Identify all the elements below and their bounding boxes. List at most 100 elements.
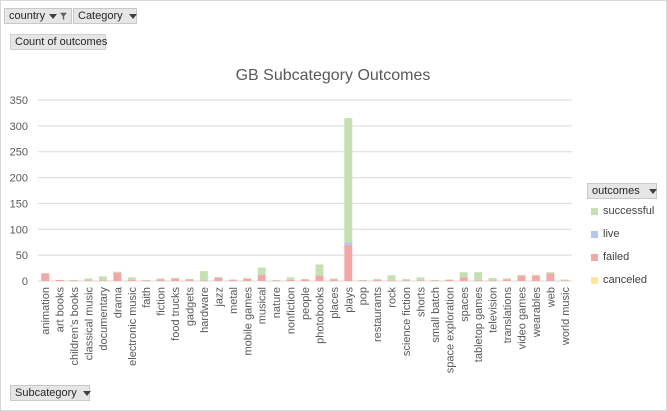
bar-failed[interactable] (214, 277, 223, 281)
bar-successful[interactable] (171, 277, 180, 279)
x-tick-label: metal (228, 287, 240, 314)
bar-failed[interactable] (488, 280, 497, 281)
bar-failed[interactable] (560, 280, 569, 281)
bar-successful[interactable] (459, 272, 468, 278)
bar-failed[interactable] (445, 279, 454, 281)
bar-successful[interactable] (488, 277, 497, 281)
filter-icon (60, 12, 67, 20)
bar-failed[interactable] (257, 274, 266, 281)
bar-failed[interactable] (301, 279, 309, 281)
x-tick-label: restaurants (372, 287, 384, 343)
bar-failed[interactable] (70, 280, 79, 281)
bar-failed[interactable] (84, 280, 93, 281)
x-tick-label: wearables (531, 287, 543, 339)
bar-failed[interactable] (127, 279, 136, 281)
bar-failed[interactable] (546, 273, 555, 281)
bar-failed[interactable] (459, 277, 468, 281)
bar-failed[interactable] (243, 278, 252, 281)
y-tick-label: 0 (22, 276, 28, 288)
bar-successful[interactable] (416, 277, 425, 281)
bar-failed[interactable] (41, 273, 50, 281)
bar-successful[interactable] (84, 278, 93, 281)
bar-failed[interactable] (416, 280, 425, 281)
chevron-down-icon (49, 13, 58, 19)
bar-failed[interactable] (98, 280, 107, 281)
category-filter-button[interactable]: Category (73, 8, 137, 24)
bar-successful[interactable] (70, 279, 79, 281)
y-tick-label: 200 (10, 173, 28, 185)
bar-successful[interactable] (560, 279, 569, 281)
x-tick-label: jazz (213, 287, 225, 308)
bar-successful[interactable] (113, 271, 122, 273)
legend-label: live (603, 228, 620, 240)
chevron-down-icon (82, 390, 91, 396)
bar-failed[interactable] (373, 279, 382, 281)
bar-successful[interactable] (228, 279, 237, 280)
bar-successful[interactable] (474, 272, 483, 281)
bar-failed[interactable] (200, 280, 208, 281)
bar-failed[interactable] (113, 272, 122, 281)
bar-successful[interactable] (531, 274, 540, 276)
outcomes-filter-button[interactable]: outcomes (587, 183, 657, 199)
bar-successful[interactable] (200, 271, 208, 281)
bar-successful[interactable] (344, 118, 353, 243)
bar-successful[interactable] (517, 274, 526, 276)
bar-failed[interactable] (286, 279, 295, 281)
bar-failed[interactable] (344, 244, 353, 281)
bar-successful[interactable] (301, 278, 309, 280)
bar-successful[interactable] (243, 277, 252, 279)
bar-failed[interactable] (272, 280, 281, 281)
bar-failed[interactable] (185, 279, 194, 281)
x-tick-label: pop (358, 287, 370, 305)
bar-successful[interactable] (402, 278, 410, 281)
values-field-button[interactable]: Count of outcomes (10, 34, 108, 50)
bar-successful[interactable] (156, 278, 165, 280)
bar-successful[interactable] (185, 278, 194, 280)
bar-live[interactable] (344, 242, 353, 245)
bar-failed[interactable] (503, 279, 512, 281)
x-tick-label: rock (387, 287, 399, 308)
bar-successful[interactable] (329, 278, 338, 280)
bar-failed[interactable] (171, 278, 180, 281)
bar-successful[interactable] (387, 275, 396, 281)
bar-successful[interactable] (286, 277, 295, 280)
values-field-label: Count of outcomes (15, 36, 108, 48)
bar-failed[interactable] (387, 280, 396, 281)
bar-successful[interactable] (98, 276, 107, 281)
chevron-down-icon (128, 13, 137, 19)
x-tick-label: space exploration (444, 287, 456, 373)
x-tick-label: classical music (84, 287, 96, 361)
bar-failed[interactable] (402, 280, 410, 281)
bar-failed[interactable] (142, 280, 151, 281)
bar-failed[interactable] (517, 275, 526, 281)
legend-item-failed: failed (591, 251, 629, 263)
bar-successful[interactable] (503, 278, 512, 280)
bar-successful[interactable] (315, 264, 324, 276)
bar-failed[interactable] (474, 280, 483, 281)
x-tick-label: nonfiction (286, 287, 298, 334)
bar-successful[interactable] (214, 276, 223, 278)
legend-swatch (591, 230, 598, 238)
bar-successful[interactable] (373, 278, 382, 280)
bar-failed[interactable] (329, 279, 338, 281)
bar-failed[interactable] (228, 279, 237, 281)
x-tick-label: children's books (69, 287, 81, 366)
bar-successful[interactable] (142, 279, 151, 281)
bar-failed[interactable] (315, 275, 324, 281)
x-tick-label: hardware (199, 287, 211, 333)
bar-failed[interactable] (358, 280, 367, 281)
bar-failed[interactable] (156, 279, 165, 281)
bar-successful[interactable] (546, 272, 555, 274)
bar-successful[interactable] (445, 279, 454, 280)
bar-failed[interactable] (531, 275, 540, 281)
bar-successful[interactable] (127, 277, 136, 280)
bar-successful[interactable] (358, 279, 367, 281)
bar-failed[interactable] (430, 280, 439, 281)
bar-successful[interactable] (430, 279, 439, 281)
bar-successful[interactable] (272, 279, 281, 281)
bar-failed[interactable] (55, 279, 64, 281)
x-tick-label: documentary (98, 287, 110, 351)
country-filter-button[interactable]: country (4, 8, 72, 24)
subcategory-axis-button[interactable]: Subcategory (10, 385, 91, 401)
bar-successful[interactable] (257, 267, 266, 275)
